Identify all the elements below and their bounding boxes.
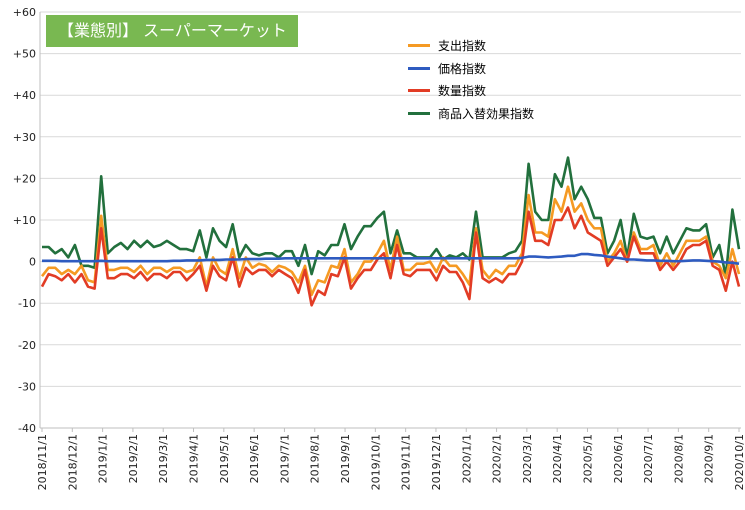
series-line-substitution [42, 156, 741, 278]
y-tick-label: -40 [18, 422, 36, 435]
x-tick-label: 2019/4/1 [188, 434, 201, 483]
legend-swatch-spending [408, 44, 430, 47]
x-tick-label: 2018/12/1 [66, 434, 79, 490]
y-tick-label: -20 [18, 339, 36, 352]
legend-swatch-price [408, 66, 430, 70]
x-tick-label: 2019/1/1 [97, 434, 110, 483]
x-tick-label: 2019/10/1 [369, 434, 382, 490]
legend-label-quantity: 数量指数 [438, 84, 487, 98]
series-line-price [42, 252, 740, 265]
y-tick-label: 0 [29, 256, 36, 269]
y-tick-label: +40 [13, 89, 36, 102]
series-lines [40, 156, 741, 307]
legend-label-spending: 支出指数 [438, 39, 487, 53]
x-tick-label: 2019/9/1 [339, 434, 352, 483]
x-tick-label: 2019/7/1 [278, 434, 291, 483]
legend-swatch-quantity [408, 89, 430, 92]
x-axis-ticks: 2018/11/1 2018/12/1 2019/1/1 2019/2/1 2019/3… [36, 428, 745, 490]
y-tick-label: -30 [18, 380, 36, 393]
chart-title: 【業態別】 スーパーマーケット [46, 15, 298, 47]
y-tick-label: +60 [13, 6, 36, 19]
y-axis-ticks: -40 -30 -20 -10 0 +10 +20 +30 +40 +50 +60 [13, 6, 36, 435]
x-tick-label: 2019/2/1 [127, 434, 140, 483]
x-tick-label: 2019/6/1 [248, 434, 261, 483]
y-tick-label: +30 [13, 131, 36, 144]
legend-label-substitution: 商品入替効果指数 [438, 106, 535, 121]
series-line-spending [40, 185, 741, 297]
x-tick-label: 2018/11/1 [36, 434, 49, 490]
x-tick-label: 2020/7/1 [642, 434, 655, 483]
y-tick-label: +20 [13, 172, 36, 185]
y-tick-label: -10 [18, 297, 36, 310]
x-tick-label: 2020/6/1 [612, 434, 625, 483]
series-line-quantity [40, 206, 741, 307]
x-tick-label: 2020/3/1 [521, 434, 534, 483]
x-tick-label: 2020/10/1 [733, 434, 745, 490]
x-tick-label: 2020/1/1 [460, 434, 473, 483]
legend-swatch-substitution [408, 111, 430, 115]
x-tick-label: 2020/8/1 [672, 434, 685, 483]
x-tick-label: 2020/2/1 [491, 434, 504, 483]
legend-label-price: 価格指数 [438, 61, 487, 76]
x-tick-label: 2019/12/1 [430, 434, 443, 490]
x-tick-label: 2020/4/1 [551, 434, 564, 483]
y-tick-label: +50 [13, 48, 36, 61]
grid-lines [39, 11, 741, 429]
x-tick-label: 2019/5/1 [218, 434, 231, 483]
x-tick-label: 2019/11/1 [400, 434, 413, 490]
y-tick-label: +10 [13, 214, 36, 227]
x-tick-label: 2020/9/1 [703, 434, 716, 483]
x-tick-label: 2020/5/1 [581, 434, 594, 483]
x-tick-label: 2019/8/1 [309, 434, 322, 483]
x-tick-label: 2019/3/1 [157, 434, 170, 483]
